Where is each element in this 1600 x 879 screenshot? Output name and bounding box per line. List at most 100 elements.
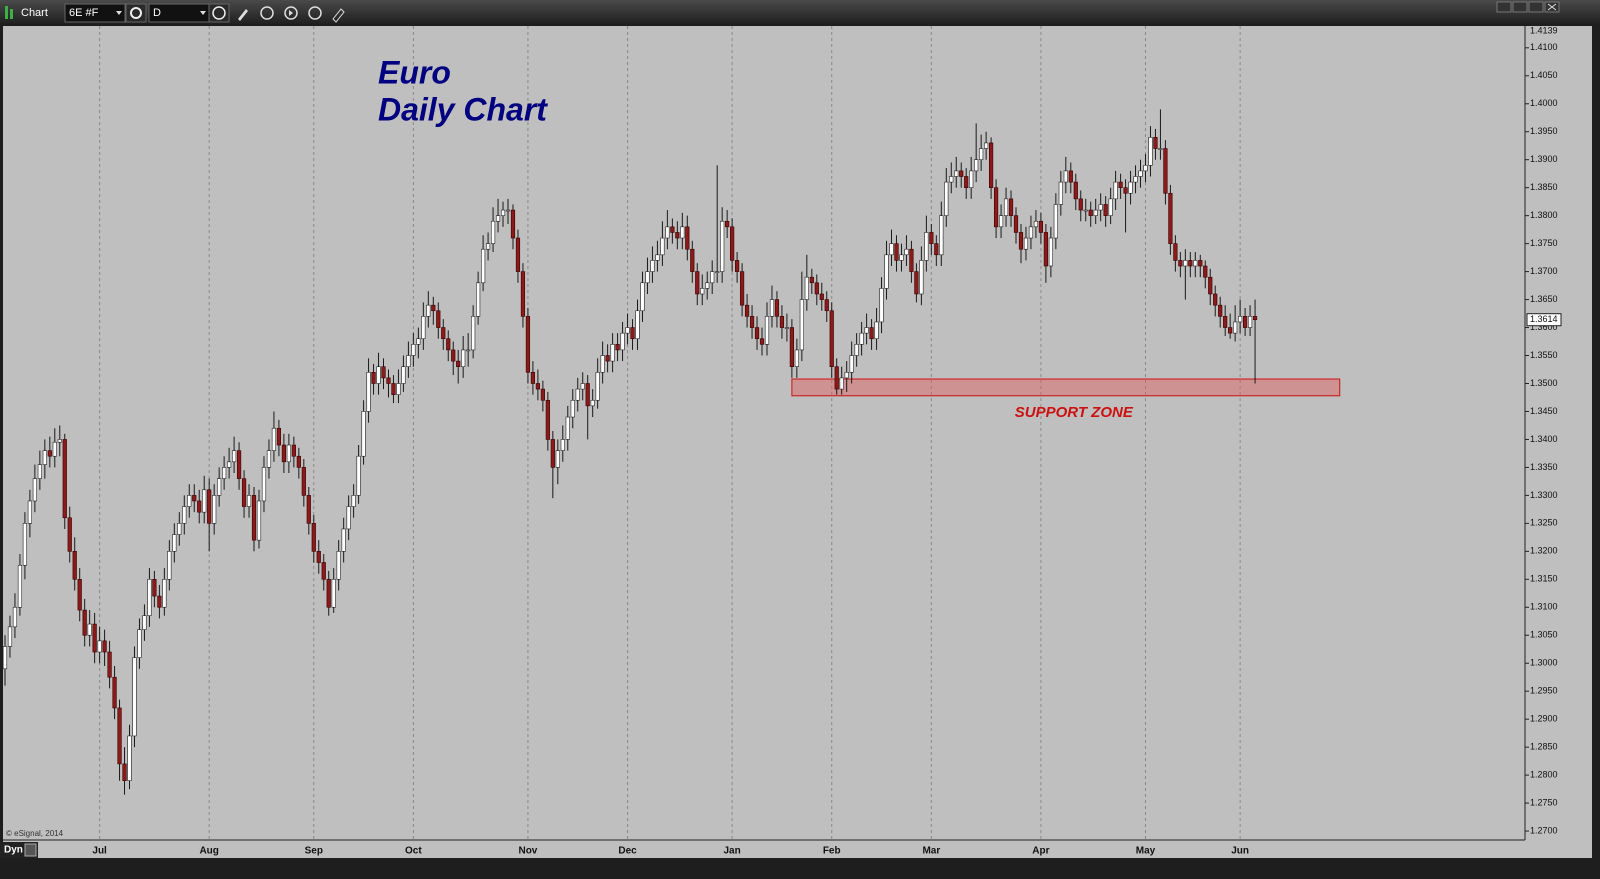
candle-body	[27, 500, 32, 524]
candle-body	[97, 640, 102, 653]
candle-body	[1118, 181, 1123, 188]
candle-body	[630, 327, 635, 340]
candle-body	[241, 478, 247, 507]
candle-body	[122, 763, 127, 781]
candle-body	[67, 517, 72, 552]
zoom-tool[interactable]	[308, 6, 322, 20]
candle-body	[949, 176, 954, 183]
y-tick-label: 1.3300	[1530, 490, 1558, 500]
play-tool[interactable]	[284, 6, 298, 20]
candle-body	[814, 282, 819, 295]
mode-icon[interactable]	[24, 843, 37, 857]
minimize-button[interactable]	[1512, 1, 1528, 13]
mode-label[interactable]: Dyn	[4, 845, 23, 856]
candle-body	[476, 282, 481, 317]
x-tick-label: Jun	[1231, 846, 1249, 857]
candle-body	[87, 623, 92, 636]
candle-body	[157, 595, 162, 608]
candle-body	[1198, 260, 1203, 267]
candle-body	[137, 629, 142, 658]
candle-body	[929, 232, 934, 244]
maximize-button[interactable]	[1528, 1, 1544, 13]
x-tick-label: May	[1136, 846, 1156, 857]
candle-body	[281, 444, 286, 463]
candle-body	[306, 495, 311, 524]
candle-body	[1228, 327, 1233, 334]
restore-button[interactable]	[1496, 1, 1512, 13]
x-tick-label: Dec	[618, 846, 637, 857]
candle-body	[485, 243, 491, 250]
candle-body	[266, 450, 272, 468]
y-tick-label: 1.3200	[1530, 546, 1558, 556]
candle-body	[1158, 148, 1163, 150]
y-tick-label: 1.3850	[1530, 182, 1558, 192]
candle-body	[1043, 232, 1048, 267]
candle-body	[794, 349, 799, 368]
candle-body	[600, 355, 605, 373]
candle-body	[650, 260, 655, 272]
candle-body	[117, 707, 122, 765]
close-icon[interactable]	[1547, 3, 1557, 11]
axes: 1.2700 1.2750 1.2800 1.2850 1.2900 1.2950 1.30…	[92, 25, 1562, 857]
candle-body	[411, 344, 416, 356]
candle-body	[914, 271, 919, 295]
eraser-tool[interactable]	[332, 8, 345, 23]
chart-title-line: Euro	[378, 54, 451, 90]
interval[interactable]: D	[153, 7, 161, 19]
candle-body	[1163, 148, 1168, 194]
candle-body	[580, 383, 585, 390]
candle-body	[301, 467, 306, 496]
settings-button[interactable]	[125, 3, 147, 23]
candle-body	[1143, 165, 1148, 172]
candle-body	[710, 271, 715, 284]
candle-body	[1093, 209, 1098, 216]
candle-body	[22, 523, 28, 566]
candle-body	[1053, 204, 1058, 239]
candle-body	[62, 439, 67, 519]
candle-body	[231, 450, 237, 463]
candle-body	[1058, 181, 1063, 205]
candle-body	[107, 651, 112, 678]
x-tick-label: Apr	[1032, 846, 1049, 857]
clock-icon[interactable]	[212, 6, 226, 20]
symbol-box[interactable]	[64, 3, 126, 23]
window-title: Chart	[21, 7, 48, 19]
candle-body	[695, 271, 700, 295]
candle-body	[1252, 316, 1258, 321]
draw-tool[interactable]	[238, 9, 248, 21]
candle-body	[909, 248, 914, 272]
candle-body	[939, 215, 944, 256]
candle-body	[426, 304, 431, 317]
x-tick-label: Sep	[305, 846, 323, 857]
candle-body	[520, 271, 526, 317]
dropdown-arrow[interactable]	[200, 11, 206, 15]
candle-body	[132, 657, 137, 737]
candle-body	[570, 399, 575, 418]
candle-body	[665, 226, 670, 239]
candle-body	[530, 371, 536, 384]
refresh-tool[interactable]	[260, 6, 274, 20]
candle-body	[889, 243, 894, 256]
candle-body	[705, 282, 710, 289]
candle-body	[271, 427, 277, 451]
candle-body	[1238, 316, 1243, 323]
candle-body	[859, 332, 864, 345]
dropdown-arrow[interactable]	[116, 11, 122, 15]
y-tick-label: 1.3100	[1530, 602, 1558, 612]
candle-body	[7, 626, 13, 647]
y-tick-label: 1.2850	[1530, 742, 1558, 752]
candle-body	[286, 444, 291, 463]
symbol[interactable]: 6E #F	[69, 7, 99, 19]
candle-body	[361, 411, 366, 457]
y-tick-label: 1.3600	[1530, 322, 1558, 332]
candle-body	[515, 237, 521, 272]
candle-body	[779, 316, 785, 328]
candle-body	[391, 383, 396, 395]
candle-body	[1133, 176, 1138, 183]
candle-body	[481, 248, 486, 284]
candle-body	[1188, 260, 1193, 267]
play-icon[interactable]	[289, 10, 293, 16]
candle-body	[640, 282, 645, 312]
settings-icon[interactable]	[130, 7, 142, 19]
